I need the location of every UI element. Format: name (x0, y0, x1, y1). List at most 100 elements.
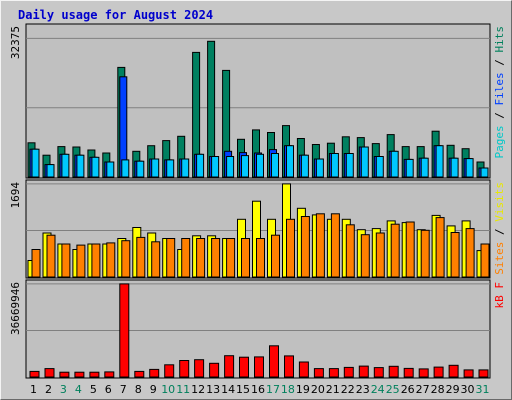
bar-pages-day-30 (465, 158, 474, 178)
bar-sites-day-15 (241, 238, 250, 278)
bar-pages-day-9 (151, 158, 160, 178)
bar-kb-f-day-28 (433, 366, 444, 378)
bar-pages-day-5 (91, 156, 100, 178)
bar-pages-day-3 (61, 153, 70, 178)
day-label-2: 2 (45, 383, 52, 396)
bar-sites-day-17 (271, 234, 280, 278)
legend-item-1: / (493, 222, 506, 242)
bar-sites-day-7 (121, 240, 131, 278)
bar-sites-day-28 (435, 217, 445, 278)
bar-pages-day-17 (271, 153, 279, 178)
bar-pages-day-4 (76, 154, 85, 178)
bar-pages-day-27 (420, 157, 429, 178)
max-value-label: 1694 (9, 182, 22, 209)
legend-item-0: Sites (493, 242, 506, 275)
bar-sites-day-26 (405, 221, 415, 278)
day-label-3: 3 (60, 383, 67, 396)
bar-kb-f-day-14 (224, 355, 235, 378)
bar-pages-day-7 (121, 159, 130, 178)
bar-sites-day-11 (181, 238, 191, 278)
bar-sites-day-4 (76, 244, 86, 278)
bar-pages-day-16 (256, 153, 264, 178)
legend-item-2: Visits (493, 182, 506, 222)
bar-sites-day-3 (61, 243, 71, 278)
series-legend: Sites / Visits (493, 182, 506, 275)
bar-pages-day-8 (136, 160, 145, 178)
bar-pages-day-10 (166, 159, 175, 178)
bar-kb-f-day-7 (119, 283, 130, 378)
bar-sites-day-24 (375, 232, 385, 278)
bar-sites-day-8 (136, 236, 146, 278)
bar-pages-day-18 (286, 145, 294, 178)
bar-kb-f-day-23 (358, 365, 369, 378)
bar-sites-day-18 (286, 218, 295, 278)
bar-sites-day-21 (330, 213, 340, 278)
bar-sites-day-25 (390, 223, 400, 278)
bar-kb-f-day-21 (328, 368, 339, 378)
panel-visits-sites: 1694 Sites / Visits (9, 179, 506, 279)
bar-sites-day-12 (196, 238, 206, 278)
bar-sites-day-10 (166, 238, 176, 278)
bar-kb-f-day-12 (194, 359, 205, 378)
day-label-9: 9 (150, 383, 157, 396)
bar-kb-f-day-2 (44, 368, 55, 378)
bar-sites-day-13 (211, 238, 221, 278)
series-legend: Pages / Files / Hits (493, 26, 506, 159)
bar-kb-f-day-26 (403, 367, 414, 378)
chart-title: Daily usage for August 2024 (18, 8, 213, 22)
bar-kb-f-day-25 (388, 365, 399, 378)
bar-sites-day-9 (151, 241, 161, 278)
day-label-27: 27 (416, 383, 430, 396)
bar-kb-f-day-22 (343, 366, 354, 378)
bar-kb-f-day-15 (239, 356, 249, 378)
day-label-7: 7 (120, 383, 127, 396)
bar-pages-day-26 (405, 158, 414, 178)
bar-sites-day-22 (345, 224, 355, 278)
panel-hits-files-pages: 32375 Pages / Files / Hits (9, 23, 506, 179)
bar-kb-f-day-17 (269, 345, 279, 378)
bar-sites-day-2 (46, 234, 56, 278)
day-label-15: 15 (236, 383, 250, 396)
day-label-26: 26 (401, 383, 415, 396)
bar-kb-f-day-31 (478, 369, 489, 378)
bar-kb-f-day-11 (179, 360, 190, 378)
day-label-24: 24 (371, 383, 385, 396)
max-value-label: 36669946 (9, 282, 22, 335)
bar-sites-day-23 (360, 234, 370, 278)
bar-pages-day-29 (450, 157, 459, 178)
day-label-14: 14 (221, 383, 235, 396)
day-label-8: 8 (135, 383, 142, 396)
bar-kb-f-day-1 (29, 370, 40, 378)
bar-kb-f-day-13 (209, 362, 220, 378)
day-label-31: 31 (476, 383, 490, 396)
bar-kb-f-day-27 (418, 368, 429, 378)
bar-sites-day-30 (465, 228, 475, 278)
bar-pages-day-12 (196, 153, 205, 178)
bar-pages-day-22 (345, 153, 354, 178)
day-label-17: 17 (266, 383, 280, 396)
legend-item-2: Files (493, 72, 506, 105)
legend-item-0: Pages (493, 125, 506, 158)
bar-pages-day-1 (31, 148, 40, 178)
bar-sites-day-27 (420, 229, 430, 278)
bar-pages-day-21 (330, 153, 339, 178)
bar-pages-day-2 (46, 164, 55, 178)
legend-item-3: / (493, 53, 506, 73)
bar-pages-day-11 (181, 158, 190, 178)
bar-pages-day-13 (211, 156, 220, 178)
day-label-20: 20 (311, 383, 325, 396)
bar-kb-f-day-20 (313, 368, 324, 378)
day-label-16: 16 (251, 383, 265, 396)
series-legend: kB F (493, 282, 506, 309)
bar-kb-f-day-8 (134, 370, 145, 378)
bar-pages-day-6 (106, 161, 115, 178)
day-label-28: 28 (431, 383, 445, 396)
bar-pages-day-15 (241, 155, 249, 178)
bar-pages-day-28 (435, 145, 444, 178)
day-label-6: 6 (105, 383, 112, 396)
bar-kb-f-day-30 (463, 369, 474, 378)
day-labels: 1 2 3 4 5 6 7 8 9 10 11 12 13 14 15 16 17 18 19 20 21 22 23 24 2… (30, 383, 490, 396)
bar-pages-day-20 (315, 158, 324, 178)
bar-pages-day-31 (480, 167, 489, 178)
